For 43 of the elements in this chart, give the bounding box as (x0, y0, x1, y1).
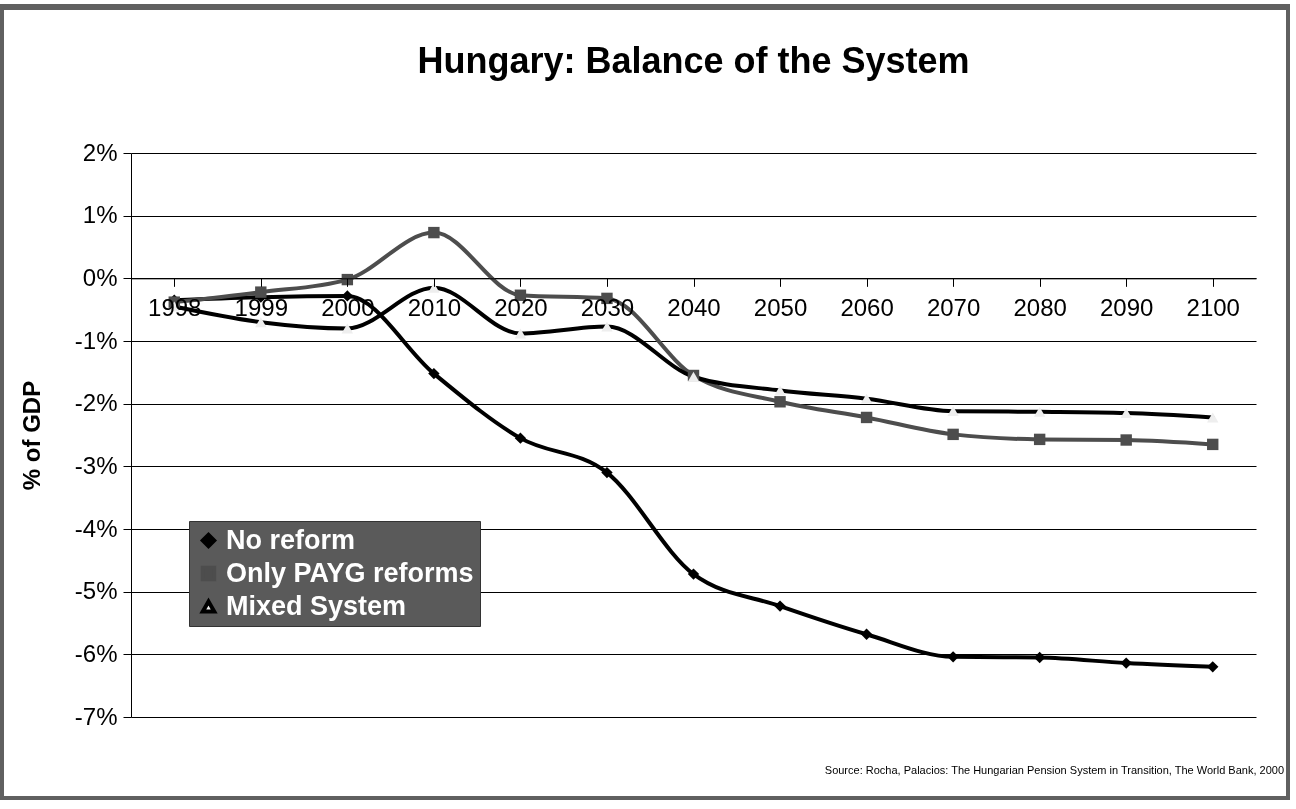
point (1207, 661, 1219, 673)
y-tick-label: -7% (74, 702, 118, 730)
legend-label: No reform (226, 524, 356, 555)
x-tick-label: 2080 (1013, 293, 1067, 321)
point (1120, 657, 1132, 669)
x-tick-label: 2060 (840, 293, 894, 321)
point (687, 568, 700, 580)
x-tick-label: 1999 (234, 293, 288, 321)
legend-label: Mixed System (226, 590, 407, 621)
x-tick-label: 2100 (1186, 293, 1240, 321)
point (774, 396, 786, 408)
y-tick-label: -6% (74, 639, 118, 667)
y-tick-label: 0% (82, 263, 118, 291)
point (428, 226, 440, 239)
x-tick-label: 2020 (494, 293, 548, 321)
point (428, 367, 440, 380)
y-tick-label: -5% (74, 577, 118, 605)
point (860, 411, 873, 424)
y-tick-label: -2% (74, 389, 118, 417)
point (860, 628, 873, 640)
y-tick-label: 1% (82, 201, 118, 229)
legend-label: Only PAYG reforms (226, 557, 474, 588)
point (1033, 433, 1046, 446)
point (514, 432, 527, 444)
point (1120, 434, 1132, 446)
y-tick-label: -1% (74, 326, 118, 354)
x-tick-label: 2070 (926, 293, 981, 321)
point (601, 466, 613, 479)
y-tick-label: -4% (74, 514, 118, 542)
x-tick-label: 2040 (667, 293, 721, 321)
point (255, 286, 267, 298)
point (1207, 438, 1219, 451)
x-tick-label: 2010 (407, 293, 462, 321)
y-tick-label: -3% (74, 451, 118, 479)
point (947, 651, 959, 663)
chart-title: Hungary: Balance of the System (417, 40, 970, 81)
source-note: Source: Rocha, Palacios: The Hungarian Pension System in Transition, The World Bank, 2000 (824, 764, 1284, 776)
y-tick-label: 2% (82, 138, 118, 166)
point (774, 600, 786, 612)
x-tick-label: 2090 (1100, 293, 1154, 321)
point (947, 428, 959, 441)
x-tick-label: 2050 (753, 293, 808, 321)
y-axis-title: % of GDP (17, 380, 45, 491)
